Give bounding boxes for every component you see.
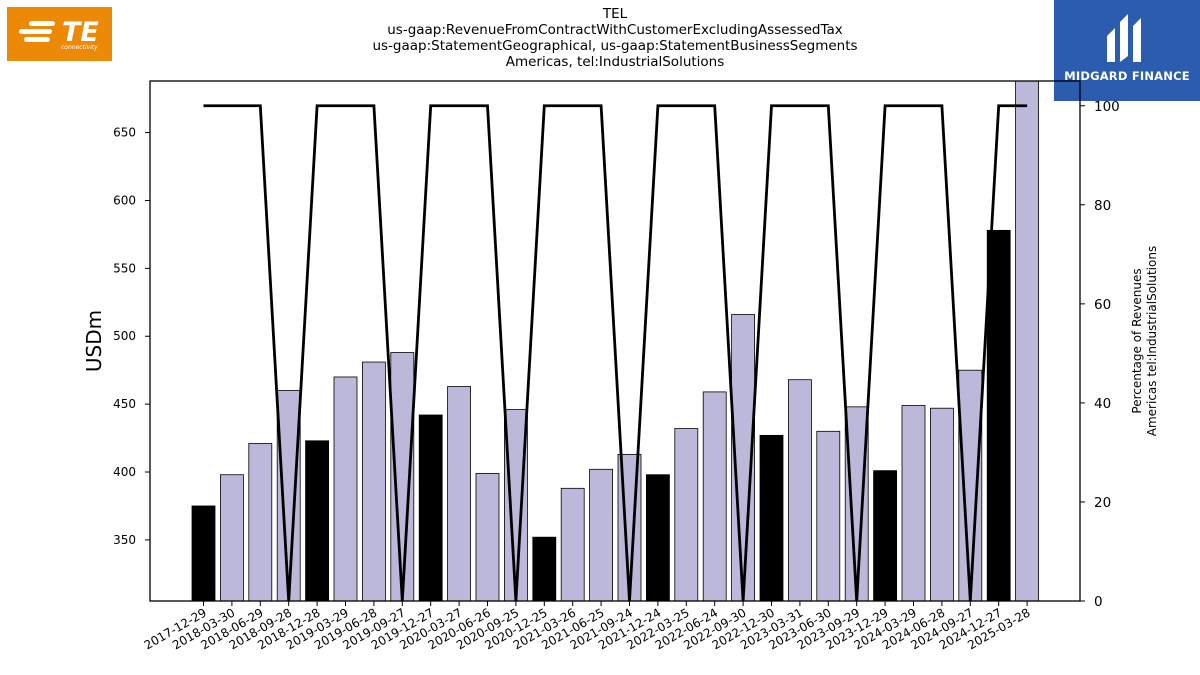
bar bbox=[986, 229, 1011, 602]
bar bbox=[759, 434, 784, 602]
y-axis-ticks: 350 400 450 500 550 600 650 bbox=[113, 126, 150, 547]
bar bbox=[276, 390, 301, 602]
bar bbox=[560, 487, 585, 602]
percentage-line-layer bbox=[203, 104, 1028, 602]
bar bbox=[447, 386, 472, 602]
bar bbox=[248, 443, 273, 602]
midgard-logo-text: MIDGARD FINANCE bbox=[1064, 69, 1190, 83]
y-tick-label: 650 bbox=[113, 126, 136, 140]
y2-axis-ticks: 0 20 40 60 80 100 bbox=[1080, 99, 1120, 610]
y-tick-label: 600 bbox=[113, 193, 136, 207]
bar bbox=[191, 505, 216, 602]
midgard-mark-icon bbox=[1107, 14, 1141, 62]
bar bbox=[930, 407, 954, 602]
bar bbox=[1015, 80, 1039, 602]
chart-title-block: TEL us-gaap:RevenueFromContractWithCusto… bbox=[300, 6, 930, 70]
bar bbox=[305, 440, 330, 602]
y2-axis-label-line: Percentage of Revenues bbox=[1130, 268, 1144, 413]
bar bbox=[333, 376, 358, 602]
x-axis-ticks: 2017-12-292018-03-302018-06-292018-09-28… bbox=[142, 601, 1033, 652]
bar bbox=[589, 468, 613, 602]
te-stripes-icon bbox=[19, 21, 55, 42]
bar bbox=[844, 406, 869, 602]
y-axis-label: USDm bbox=[82, 310, 106, 372]
bar bbox=[674, 428, 699, 602]
te-logo-text: TE bbox=[62, 17, 99, 48]
te-connectivity-logo: TE connectivity bbox=[7, 7, 112, 61]
y-tick-label: 500 bbox=[113, 329, 136, 343]
bar bbox=[788, 379, 812, 602]
midgard-finance-logo: MIDGARD FINANCE bbox=[1054, 0, 1200, 101]
chart-title-line: TEL bbox=[602, 6, 628, 22]
y-tick-label: 350 bbox=[113, 533, 136, 547]
bar-group bbox=[191, 80, 1039, 602]
bar bbox=[702, 391, 727, 602]
y2-tick-label: 80 bbox=[1094, 198, 1111, 214]
bar bbox=[958, 369, 983, 602]
bar bbox=[532, 536, 557, 602]
y2-tick-label: 20 bbox=[1094, 495, 1111, 511]
bar bbox=[219, 474, 244, 602]
te-logo-subtext: connectivity bbox=[61, 44, 98, 51]
chart-title-line: us-gaap:RevenueFromContractWithCustomerE… bbox=[387, 22, 843, 38]
bar bbox=[418, 414, 443, 602]
chart-title-line: us-gaap:StatementGeographical, us-gaap:S… bbox=[372, 38, 858, 54]
percentage-line bbox=[203, 104, 1028, 602]
y2-tick-label: 100 bbox=[1094, 99, 1120, 115]
y2-tick-label: 40 bbox=[1094, 396, 1111, 412]
bar bbox=[361, 361, 386, 602]
y-tick-label: 450 bbox=[113, 397, 136, 411]
chart-title-line: Americas, tel:IndustrialSolutions bbox=[505, 54, 725, 70]
y-tick-label: 550 bbox=[113, 261, 136, 275]
y2-axis-label-line: Americas tel:IndustrialSolutions bbox=[1145, 246, 1159, 436]
bar bbox=[475, 472, 500, 602]
bar bbox=[873, 470, 897, 602]
y2-tick-label: 60 bbox=[1094, 297, 1111, 313]
bar bbox=[816, 430, 841, 602]
plot-frame bbox=[149, 80, 1081, 602]
bar bbox=[901, 405, 926, 602]
y2-tick-label: 0 bbox=[1094, 594, 1103, 610]
y-tick-label: 400 bbox=[113, 465, 136, 479]
bar bbox=[646, 474, 670, 602]
